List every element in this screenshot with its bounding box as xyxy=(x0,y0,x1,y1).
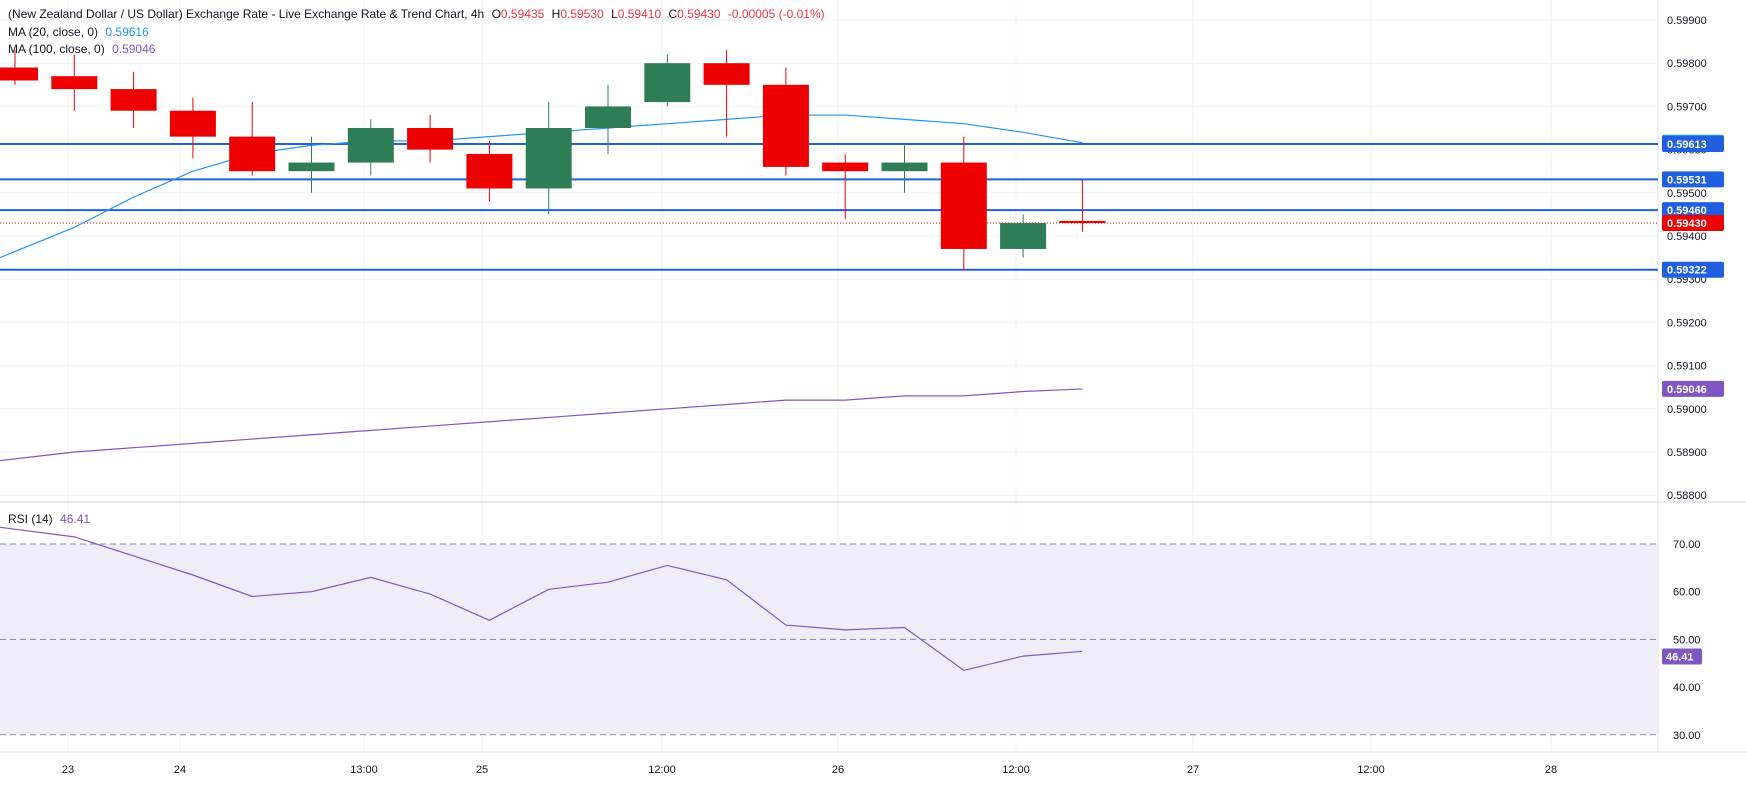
candle-body[interactable] xyxy=(1059,220,1106,224)
candle-body[interactable] xyxy=(466,153,513,189)
time-tick-label: 23 xyxy=(62,764,74,776)
candle-body[interactable] xyxy=(110,89,157,111)
price-label-badge xyxy=(1662,261,1724,278)
time-tick-label: 12:00 xyxy=(1357,764,1385,776)
candle-body[interactable] xyxy=(0,67,38,81)
candle-body[interactable] xyxy=(229,136,276,172)
price-tick-label: 0.59500 xyxy=(1667,188,1707,200)
ma20-legend-value: 0.59616 xyxy=(105,25,149,39)
legend-title: (New Zealand Dollar / US Dollar) Exchang… xyxy=(8,7,485,21)
price-tick-label: 0.59100 xyxy=(1667,361,1707,373)
rsi-band-layer xyxy=(0,543,1658,736)
time-tick-label: 12:00 xyxy=(648,764,676,776)
candle-body[interactable] xyxy=(703,63,750,85)
legend-low-value: 0.59410 xyxy=(617,7,662,21)
lines-layer xyxy=(0,114,1658,672)
price-tick-label: 0.59800 xyxy=(1667,58,1707,70)
rsi-value-badge xyxy=(1662,648,1702,665)
rsi-band xyxy=(0,544,1658,735)
time-tick-label: 26 xyxy=(832,764,844,776)
rsi-tick-label: 70.00 xyxy=(1673,539,1701,551)
main-legend: (New Zealand Dollar / US Dollar) Exchang… xyxy=(8,6,829,22)
price-label-badge xyxy=(1662,135,1724,152)
rsi-legend-label: RSI (14) xyxy=(8,512,53,526)
candle-body[interactable] xyxy=(525,128,572,189)
ma20-legend-label: MA (20, close, 0) xyxy=(8,25,99,39)
candle-body[interactable] xyxy=(407,128,454,150)
price-label-badge xyxy=(1662,171,1724,188)
legend-low-label: L xyxy=(611,7,618,21)
price-tick-label: 0.59700 xyxy=(1667,101,1707,113)
time-tick-label: 28 xyxy=(1545,764,1557,776)
price-label-text: 0.59460 xyxy=(1667,205,1707,217)
legend-close-label: C xyxy=(668,7,678,21)
price-label-badge xyxy=(1662,215,1724,232)
legend-high-label: H xyxy=(551,7,561,21)
rsi-legend-value: 46.41 xyxy=(60,512,91,526)
time-tick-label: 13:00 xyxy=(350,764,378,776)
ma20-legend[interactable]: MA (20, close, 0) 0.59616 xyxy=(8,24,153,40)
price-label-text: 0.59531 xyxy=(1667,174,1707,186)
rsi-tick-label: 60.00 xyxy=(1673,587,1701,599)
legend-close-value: 0.59430 xyxy=(677,7,721,21)
rsi-legend[interactable]: RSI (14) 46.41 xyxy=(8,511,94,527)
candle-body[interactable] xyxy=(169,110,216,137)
candle-body[interactable] xyxy=(288,162,335,172)
candle-body[interactable] xyxy=(585,106,631,128)
rsi-tick-label: 30.00 xyxy=(1673,730,1701,742)
price-label-text: 0.59613 xyxy=(1667,139,1707,151)
candle-body[interactable] xyxy=(644,63,691,103)
ma100-line[interactable] xyxy=(0,388,1083,462)
candle-body[interactable] xyxy=(51,76,98,90)
price-label-badge xyxy=(1662,380,1724,397)
ma100-legend-label: MA (100, close, 0) xyxy=(8,42,105,56)
legend-open-label: O xyxy=(491,7,501,21)
price-tick-label: 0.58800 xyxy=(1667,490,1707,502)
legend-change: -0.00005 (-0.01%) xyxy=(727,7,825,21)
legend-open-value: 0.59435 xyxy=(500,7,545,21)
candle-body[interactable] xyxy=(822,162,869,172)
price-tick-label: 0.59900 xyxy=(1667,15,1707,27)
rsi-line[interactable] xyxy=(0,526,1083,672)
ma100-legend-value: 0.59046 xyxy=(112,42,156,56)
candle-body[interactable] xyxy=(1000,223,1047,249)
rsi-tick-label: 40.00 xyxy=(1673,682,1701,694)
price-tick-label: 0.59200 xyxy=(1667,317,1707,329)
time-tick-label: 27 xyxy=(1187,764,1199,776)
price-label-text: 0.59046 xyxy=(1667,384,1707,396)
price-tick-label: 0.59400 xyxy=(1667,231,1707,243)
price-label-text: 0.59430 xyxy=(1667,218,1707,230)
candle-body[interactable] xyxy=(881,162,928,172)
price-tick-label: 0.59000 xyxy=(1667,404,1707,416)
candle-body[interactable] xyxy=(347,128,394,163)
legend-high-value: 0.59530 xyxy=(560,7,604,21)
time-tick-label: 25 xyxy=(476,764,488,776)
ma100-legend[interactable]: MA (100, close, 0) 0.59046 xyxy=(8,41,159,57)
time-tick-label: 24 xyxy=(174,764,186,776)
rsi-value-text: 46.41 xyxy=(1666,652,1694,664)
price-label-badge xyxy=(1662,202,1724,219)
time-tick-label: 12:00 xyxy=(1002,764,1030,776)
candles-layer[interactable] xyxy=(0,50,1106,271)
candle-body[interactable] xyxy=(762,84,809,167)
candle-body[interactable] xyxy=(940,162,987,249)
rsi-tick-label: 50.00 xyxy=(1673,634,1701,646)
price-tick-label: 0.58900 xyxy=(1667,447,1707,459)
axis-layer[interactable]: 0.599000.598000.597000.596000.595000.594… xyxy=(62,15,1724,776)
price-label-text: 0.59322 xyxy=(1667,265,1707,277)
